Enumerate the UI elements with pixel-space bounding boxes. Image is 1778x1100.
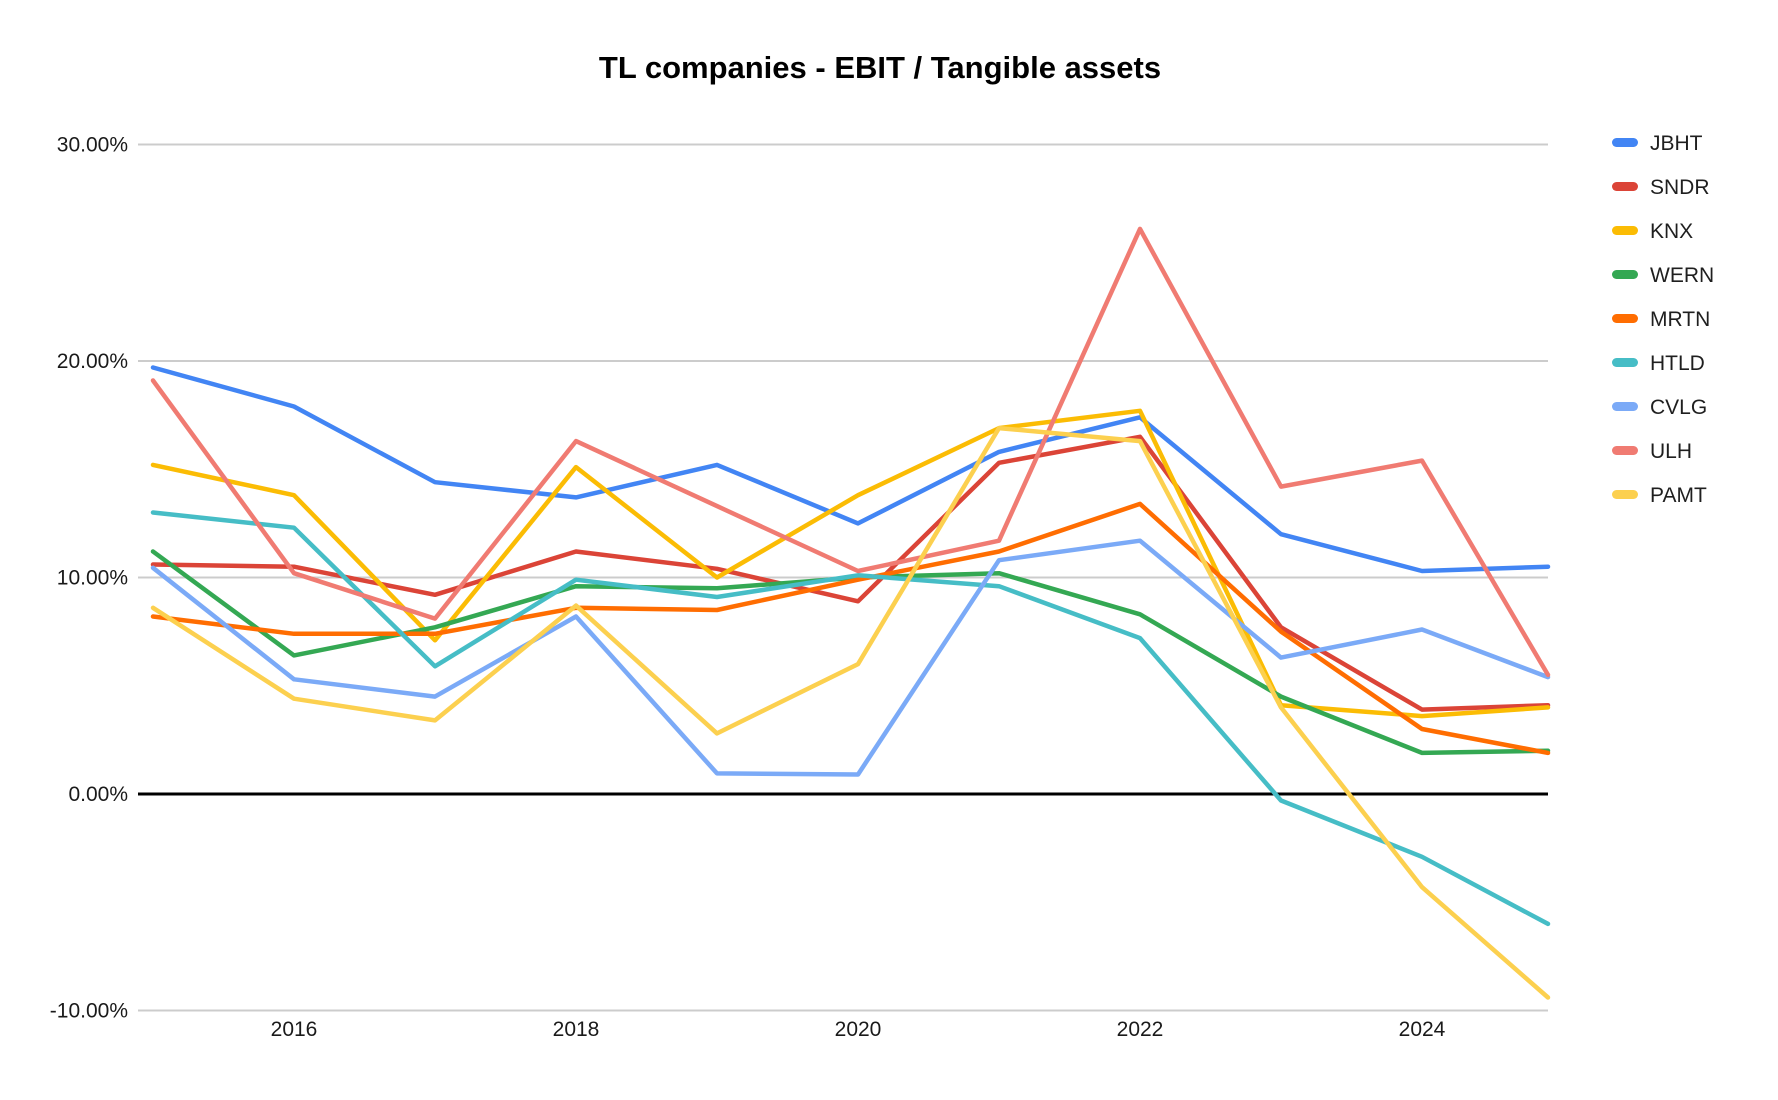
y-axis-tick-label: 0.00% <box>68 783 128 806</box>
y-axis-tick-label: 30.00% <box>57 134 128 157</box>
y-axis-labels-group: 30.00% 20.00% 10.00% 0.00% -10.00% <box>50 134 128 1023</box>
x-axis-tick-label: 2020 <box>835 1018 882 1041</box>
legend-swatch-MRTN <box>1612 314 1638 323</box>
legend: JBHT SNDR KNX WERN MRTN HTLD CVLG ULH PAMT <box>1612 132 1714 507</box>
series-line-SNDR <box>150 434 1551 712</box>
chart-title: TL companies - EBIT / Tangible assets <box>599 50 1161 85</box>
y-axis-tick-label: 20.00% <box>57 350 128 373</box>
legend-label-KNX: KNX <box>1650 220 1693 243</box>
legend-swatch-SNDR <box>1612 182 1638 191</box>
legend-item-JBHT: JBHT <box>1612 132 1703 155</box>
x-axis-labels-group: 2016 2018 2020 2022 2024 <box>271 1018 1446 1041</box>
legend-item-MRTN: MRTN <box>1612 308 1710 331</box>
legend-label-JBHT: JBHT <box>1650 132 1703 155</box>
series-lines-group <box>150 226 1551 1000</box>
y-axis-tick-label: 10.00% <box>57 567 128 590</box>
legend-item-SNDR: SNDR <box>1612 176 1710 199</box>
x-axis-tick-label: 2016 <box>271 1018 318 1041</box>
legend-label-CVLG: CVLG <box>1650 396 1707 419</box>
series-line-HTLD <box>150 510 1551 927</box>
legend-swatch-PAMT <box>1612 490 1638 499</box>
legend-label-WERN: WERN <box>1650 264 1714 287</box>
legend-swatch-HTLD <box>1612 358 1638 367</box>
x-axis-tick-label: 2022 <box>1117 1018 1164 1041</box>
legend-label-PAMT: PAMT <box>1650 484 1707 507</box>
series-line-MRTN <box>150 501 1551 756</box>
legend-label-ULH: ULH <box>1650 440 1692 463</box>
series-line-PAMT <box>150 425 1551 1000</box>
y-axis-tick-label: -10.00% <box>50 1000 128 1023</box>
legend-label-HTLD: HTLD <box>1650 352 1705 375</box>
legend-item-PAMT: PAMT <box>1612 484 1707 507</box>
legend-item-ULH: ULH <box>1612 440 1692 463</box>
series-line-CVLG <box>150 538 1551 777</box>
legend-item-HTLD: HTLD <box>1612 352 1705 375</box>
legend-label-MRTN: MRTN <box>1650 308 1710 331</box>
legend-swatch-KNX <box>1612 226 1638 235</box>
legend-item-CVLG: CVLG <box>1612 396 1707 419</box>
legend-item-WERN: WERN <box>1612 264 1714 287</box>
legend-swatch-WERN <box>1612 270 1638 279</box>
x-axis-tick-label: 2024 <box>1399 1018 1446 1041</box>
legend-swatch-JBHT <box>1612 138 1638 147</box>
legend-label-SNDR: SNDR <box>1650 176 1710 199</box>
legend-swatch-CVLG <box>1612 402 1638 411</box>
series-line-KNX <box>150 408 1551 719</box>
legend-swatch-ULH <box>1612 446 1638 455</box>
x-axis-tick-label: 2018 <box>553 1018 600 1041</box>
series-line-ULH <box>150 226 1551 678</box>
legend-item-KNX: KNX <box>1612 220 1693 243</box>
series-line-JBHT <box>150 365 1551 574</box>
